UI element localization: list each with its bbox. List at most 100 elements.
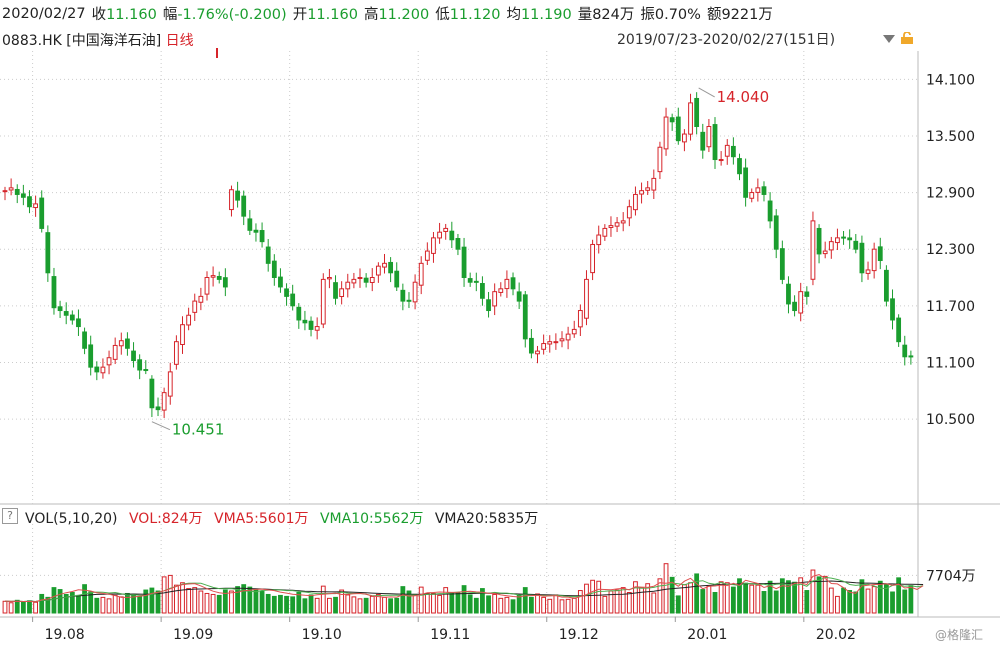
date-tick-label: 19.11	[430, 627, 470, 643]
candle-body	[614, 222, 620, 227]
candle-body	[125, 338, 130, 349]
volume-bar	[798, 577, 804, 614]
volume-bar	[859, 579, 865, 614]
volume-bar	[816, 576, 822, 614]
volume-bar	[131, 594, 136, 614]
candle-body	[675, 116, 681, 142]
candle-body	[51, 276, 57, 309]
candle-body	[786, 283, 791, 305]
candle-body	[278, 276, 283, 288]
candle-body	[369, 277, 375, 283]
candle-body	[498, 288, 504, 293]
candle-body	[761, 186, 767, 195]
candle-body	[779, 248, 785, 280]
volume-bar	[198, 590, 204, 614]
volume-bar	[639, 587, 644, 614]
candle-body	[118, 340, 124, 347]
candle-body	[639, 190, 644, 195]
vma5-line	[4, 574, 924, 603]
volume-bar	[602, 595, 608, 614]
candle-body	[571, 328, 577, 335]
volume-bar	[810, 569, 816, 614]
volume-bar	[437, 594, 442, 614]
candle-body	[229, 189, 234, 211]
candle-body	[424, 250, 430, 261]
low-label: 低	[435, 7, 450, 23]
candle-body	[388, 261, 394, 274]
volume-bar	[155, 590, 161, 614]
candle-body	[265, 246, 271, 264]
candle-body	[473, 280, 479, 283]
volume-bar	[663, 563, 669, 614]
max-pointer	[698, 87, 715, 98]
volume-bar	[804, 590, 810, 614]
volume-bar	[418, 586, 424, 614]
volume-bar	[88, 591, 94, 614]
candle-body	[27, 196, 32, 208]
candle-body	[412, 281, 418, 303]
volume-bar	[522, 587, 528, 614]
volume-bar	[406, 590, 412, 614]
volume-bar	[761, 591, 767, 614]
volume-bar	[314, 597, 320, 614]
volume-bar	[743, 582, 749, 614]
candle-body	[186, 314, 192, 326]
volume-bar	[896, 577, 902, 614]
volume-bar	[853, 591, 859, 614]
candle-body	[241, 195, 247, 217]
volume-bar	[8, 602, 14, 614]
volume-bar	[382, 596, 387, 614]
volume-bar	[651, 592, 657, 614]
candle-body	[596, 234, 602, 246]
candle-body	[565, 333, 571, 341]
volume-bar	[112, 594, 118, 614]
volume-bar	[39, 593, 45, 614]
volume-bar	[730, 586, 736, 614]
volume-bar	[57, 589, 63, 614]
volume-bar	[541, 596, 547, 614]
volume-bar	[724, 582, 730, 614]
volume-bar	[596, 580, 602, 614]
candle-body	[792, 301, 797, 312]
candle-body	[235, 190, 240, 201]
extreme-annotations: 14.040 10.451	[151, 87, 770, 439]
candle-body	[394, 270, 400, 288]
volume-bar	[626, 591, 632, 614]
candle-body	[131, 350, 136, 362]
volume-bar	[449, 592, 455, 614]
volume-bar	[712, 591, 718, 614]
candle-body	[112, 344, 118, 360]
volume-bar	[167, 574, 173, 614]
max-label: 14.040	[717, 88, 770, 106]
period-marker	[216, 48, 218, 58]
volume-bar	[773, 590, 779, 614]
candle-body	[363, 277, 369, 283]
candle-body	[620, 220, 626, 224]
volume-bar	[27, 600, 32, 614]
volume-bar	[480, 588, 485, 614]
candle-body	[382, 262, 387, 268]
volume-bar	[486, 595, 491, 614]
candle-body	[730, 145, 736, 158]
volume-bar	[828, 587, 834, 614]
candle-body	[137, 359, 143, 371]
range-dropdown-icon[interactable]	[883, 35, 895, 43]
volume-bar	[296, 591, 302, 614]
period-selector[interactable]: 日线	[165, 33, 194, 49]
volume-bar	[590, 579, 595, 614]
candle-body	[290, 293, 296, 307]
volume-current: VOL:824万	[128, 511, 203, 527]
candle-body	[626, 206, 632, 219]
candle-body	[155, 406, 161, 411]
candle-body	[76, 318, 81, 328]
volume-bar	[180, 582, 185, 614]
candle-body	[351, 278, 357, 284]
candle-body	[553, 341, 559, 344]
help-icon[interactable]: ?	[2, 508, 18, 524]
candle-body	[902, 344, 908, 358]
volume-bar	[467, 594, 473, 614]
candle-body	[461, 246, 467, 279]
lock-icon[interactable]	[900, 32, 914, 44]
volume-bar	[890, 591, 895, 614]
